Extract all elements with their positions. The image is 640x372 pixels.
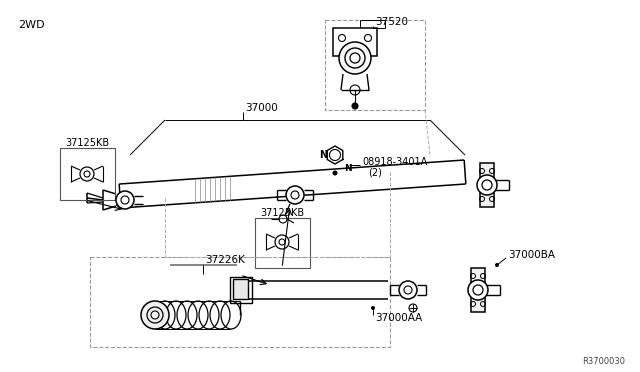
- Circle shape: [495, 263, 499, 267]
- Circle shape: [116, 191, 134, 209]
- Text: 37000AA: 37000AA: [375, 313, 422, 323]
- Text: 37226K: 37226K: [205, 255, 245, 265]
- Bar: [230, 277, 252, 303]
- Text: 37125KB: 37125KB: [260, 208, 304, 218]
- Text: R3700030: R3700030: [582, 357, 625, 366]
- Text: 2WD: 2WD: [18, 20, 45, 30]
- Bar: [60, 148, 115, 200]
- Circle shape: [339, 42, 371, 74]
- Circle shape: [399, 281, 417, 299]
- Circle shape: [80, 167, 94, 181]
- Text: 08918-3401A: 08918-3401A: [362, 157, 428, 167]
- Text: (2): (2): [368, 167, 382, 177]
- Bar: [480, 163, 494, 207]
- Circle shape: [275, 235, 289, 249]
- Circle shape: [350, 53, 360, 63]
- Text: 37125KB: 37125KB: [65, 138, 109, 148]
- Text: 37000: 37000: [245, 103, 278, 113]
- Circle shape: [477, 175, 497, 195]
- Circle shape: [371, 306, 375, 310]
- Circle shape: [286, 186, 304, 204]
- Circle shape: [333, 170, 337, 176]
- Bar: [255, 218, 310, 268]
- Circle shape: [468, 280, 488, 300]
- Bar: [233, 279, 248, 299]
- Bar: [471, 268, 485, 312]
- Text: N: N: [344, 164, 352, 173]
- Bar: [333, 28, 377, 56]
- Circle shape: [352, 103, 358, 109]
- Text: N: N: [319, 150, 327, 160]
- Circle shape: [141, 301, 169, 329]
- Text: 37000BA: 37000BA: [508, 250, 555, 260]
- Text: 37520: 37520: [375, 17, 408, 27]
